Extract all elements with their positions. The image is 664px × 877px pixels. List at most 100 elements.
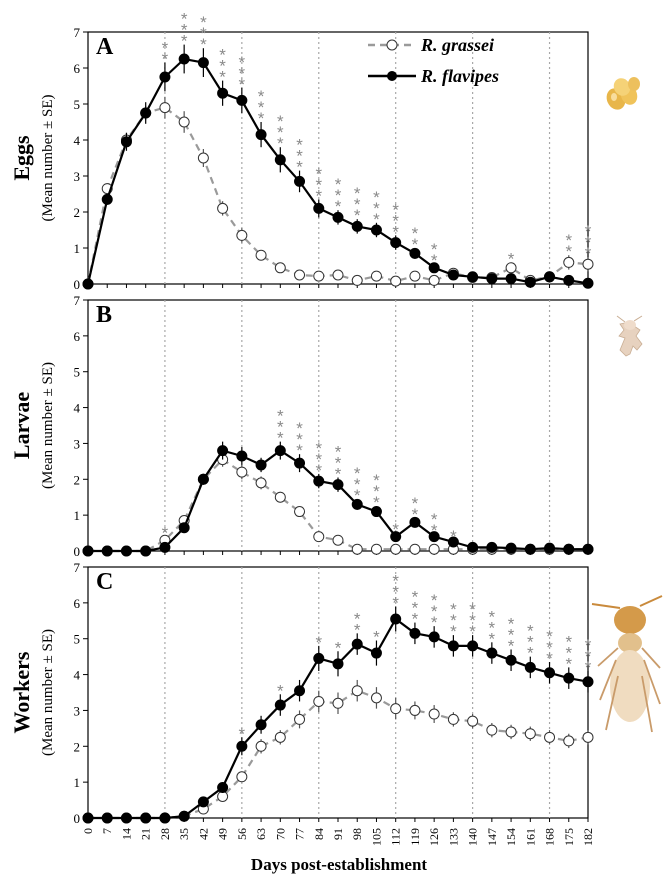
significance-asterisk: * xyxy=(219,57,226,76)
y-tick-label: 4 xyxy=(74,668,81,683)
data-point xyxy=(563,256,575,268)
data-point xyxy=(120,136,132,148)
data-point xyxy=(563,274,575,286)
significance-asterisk: * xyxy=(489,607,496,626)
series-line xyxy=(88,689,589,820)
data-point xyxy=(447,269,459,281)
data-point xyxy=(486,724,498,736)
data-point xyxy=(524,728,536,740)
data-point xyxy=(370,647,382,659)
panel-letter: B xyxy=(96,302,112,328)
significance-asterisk: * xyxy=(392,200,399,219)
significance-asterisk: * xyxy=(412,588,419,607)
data-point xyxy=(236,466,248,478)
significance-asterisk: * xyxy=(277,429,284,448)
panel-letter: C xyxy=(96,569,113,595)
x-tick-label: 0 xyxy=(81,828,95,834)
x-tick-label: 77 xyxy=(293,828,307,840)
significance-asterisk: * xyxy=(315,164,322,183)
data-point xyxy=(486,273,498,285)
significance-asterisk: * xyxy=(315,450,322,469)
significance-asterisk: * xyxy=(162,524,169,543)
y-tick-label: 5 xyxy=(74,97,81,112)
data-point xyxy=(428,262,440,274)
significance-asterisk: * xyxy=(335,638,342,657)
data-point xyxy=(255,459,267,471)
x-tick-label: 182 xyxy=(581,828,595,846)
significance-asterisk: * xyxy=(296,419,303,438)
significance-asterisk: * xyxy=(335,175,342,194)
y-tick-label: 7 xyxy=(74,560,81,575)
data-point xyxy=(467,640,479,652)
data-point xyxy=(351,498,363,510)
significance-asterisk: * xyxy=(354,464,361,483)
data-point xyxy=(197,152,209,164)
significance-asterisk: * xyxy=(431,613,438,632)
significance-asterisk: * xyxy=(585,244,592,263)
data-point xyxy=(101,193,113,205)
significance-asterisk: * xyxy=(412,505,419,524)
data-point xyxy=(351,543,363,555)
data-point xyxy=(524,661,536,673)
significance-asterisk: * xyxy=(373,628,380,647)
data-point xyxy=(313,652,325,664)
x-tick-label: 168 xyxy=(543,828,557,846)
significance-asterisk: * xyxy=(527,622,534,641)
significance-asterisk: * xyxy=(335,197,342,216)
significance-asterisk: * xyxy=(258,87,265,106)
significance-asterisk: * xyxy=(373,471,380,490)
data-point xyxy=(582,258,594,270)
data-point xyxy=(505,654,517,666)
y-axis-sublabel: (Mean number ± SE) xyxy=(40,629,56,756)
data-point xyxy=(486,541,498,553)
data-point xyxy=(313,531,325,543)
significance-asterisk: * xyxy=(296,430,303,449)
significance-asterisk: * xyxy=(546,627,553,646)
significance-asterisk: * xyxy=(431,591,438,610)
x-tick-label: 91 xyxy=(331,828,345,840)
x-tick-label: 126 xyxy=(427,828,441,846)
significance-asterisk: * xyxy=(489,618,496,637)
significance-asterisk: * xyxy=(565,242,572,261)
significance-asterisk: * xyxy=(392,593,399,612)
y-tick-label: 0 xyxy=(74,811,81,826)
data-point xyxy=(159,71,171,83)
significance-asterisk: * xyxy=(315,439,322,458)
data-point xyxy=(582,731,594,743)
y-tick-label: 0 xyxy=(74,277,81,292)
significance-asterisk: * xyxy=(450,611,457,630)
x-tick-label: 21 xyxy=(139,828,153,840)
data-point xyxy=(467,541,479,553)
significance-asterisk: * xyxy=(219,68,226,87)
data-point xyxy=(274,154,286,166)
data-point xyxy=(370,270,382,282)
data-point xyxy=(351,220,363,232)
data-point xyxy=(197,473,209,485)
legend-grassei-label: R. grassei xyxy=(420,35,494,55)
significance-asterisk: * xyxy=(200,35,207,54)
x-tick-label: 42 xyxy=(196,828,210,840)
data-point xyxy=(332,211,344,223)
y-tick-label: 6 xyxy=(74,596,81,611)
data-point xyxy=(544,271,556,283)
significance-asterisk: * xyxy=(585,658,592,677)
data-point xyxy=(332,697,344,709)
data-point xyxy=(294,713,306,725)
y-tick-label: 3 xyxy=(74,436,81,451)
significance-asterisk: * xyxy=(354,195,361,214)
data-point xyxy=(255,477,267,489)
data-point xyxy=(159,812,171,824)
data-point xyxy=(236,740,248,752)
significance-asterisk: * xyxy=(565,643,572,662)
significance-asterisk: * xyxy=(431,602,438,621)
data-point xyxy=(390,613,402,625)
y-tick-label: 1 xyxy=(74,508,81,523)
data-point xyxy=(409,247,421,259)
data-point xyxy=(217,202,229,214)
significance-asterisk: * xyxy=(527,633,534,652)
data-point xyxy=(409,627,421,639)
series-line xyxy=(86,106,589,285)
significance-asterisk: * xyxy=(354,184,361,203)
x-tick-label: 175 xyxy=(562,828,576,846)
